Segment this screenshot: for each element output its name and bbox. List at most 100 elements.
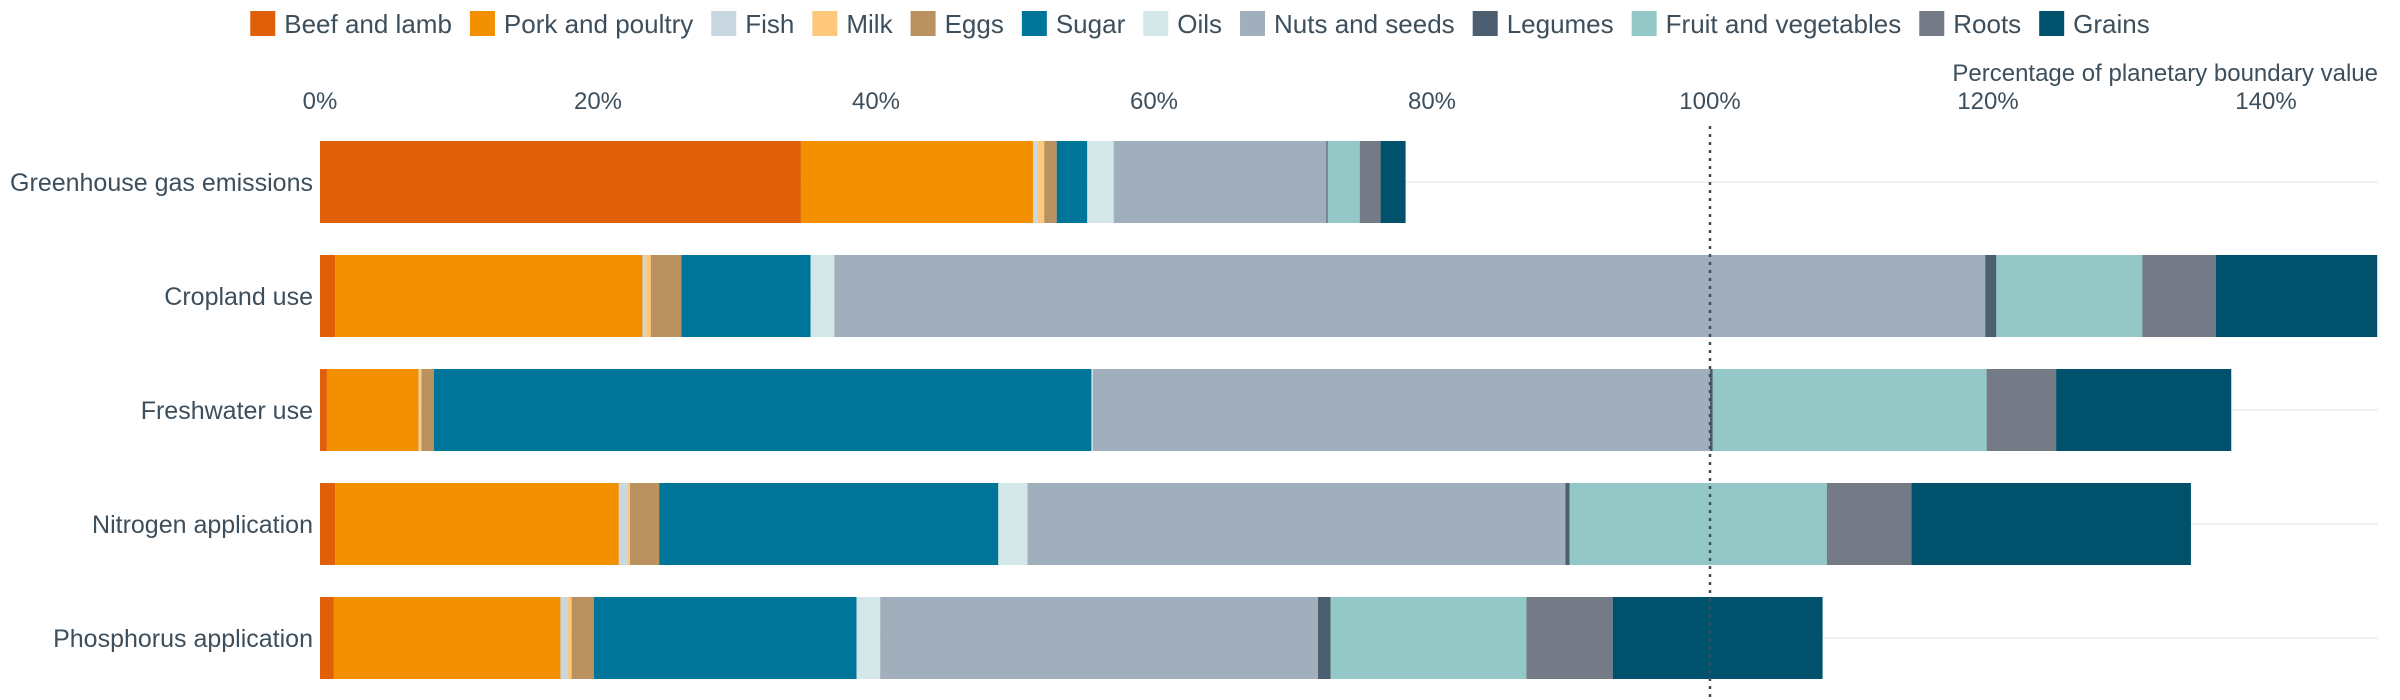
bar-segment-sugar	[681, 255, 811, 337]
legend-item-legumes: Legumes	[1472, 9, 1614, 39]
legend-label-pork-and-poultry: Pork and poultry	[504, 9, 693, 39]
bar-segment-eggs	[421, 369, 434, 451]
legend-swatch-grains	[2039, 11, 2065, 36]
legend-label-legumes: Legumes	[1507, 9, 1614, 39]
bar-row-freshwater-use	[320, 369, 2232, 451]
legend-swatch-pork-and-poultry	[469, 11, 495, 36]
category-label-nitrogen-application: Nitrogen application	[92, 511, 313, 539]
legend-swatch-sugar	[1021, 11, 1047, 36]
legend-label-eggs: Eggs	[945, 9, 1004, 39]
bar-segment-oils	[998, 483, 1028, 565]
legend-label-fish: Fish	[745, 9, 794, 39]
bar-segment-nuts-and-seeds	[1092, 369, 1710, 451]
legend-swatch-eggs	[910, 11, 936, 36]
legend-label-nuts-and-seeds: Nuts and seeds	[1274, 9, 1455, 39]
bar-segment-eggs	[571, 597, 594, 679]
bar-segment-fruit-and-vegetables	[1327, 141, 1360, 223]
legend-item-grains: Grains	[2039, 9, 2150, 39]
bar-segment-milk	[1037, 141, 1045, 223]
bar-segment-eggs	[1044, 141, 1057, 223]
bar-segment-roots	[1359, 141, 1381, 223]
bar-segment-beef-and-lamb	[320, 255, 336, 337]
bar-segment-legumes	[1985, 255, 1997, 337]
legend-swatch-beef-and-lamb	[250, 11, 276, 36]
bar-segment-roots	[2142, 255, 2216, 337]
bar-segment-legumes	[1710, 369, 1713, 451]
legend-item-milk: Milk	[812, 9, 894, 39]
bar-segment-roots	[1986, 369, 2057, 451]
bar-segment-grains	[2215, 255, 2378, 337]
bar-segment-milk	[420, 369, 422, 451]
legend-item-eggs: Eggs	[910, 9, 1004, 39]
legend-label-beef-and-lamb: Beef and lamb	[284, 9, 452, 39]
bar-segment-oils	[1087, 141, 1114, 223]
legend-label-oils: Oils	[1177, 9, 1222, 39]
bar-segment-oils	[1091, 369, 1093, 451]
bar-segment-nuts-and-seeds	[1027, 483, 1566, 565]
bars	[320, 141, 2378, 679]
bar-segment-nuts-and-seeds	[880, 597, 1319, 679]
legend-item-roots: Roots	[1919, 9, 2021, 39]
legend-label-grains: Grains	[2073, 9, 2150, 39]
bar-segment-roots	[1526, 597, 1613, 679]
bar-segment-legumes	[1565, 483, 1570, 565]
bar-segment-eggs	[629, 483, 660, 565]
legend-item-oils: Oils	[1143, 9, 1222, 39]
bar-segment-milk	[567, 597, 572, 679]
x-tick-label: 140%	[2235, 88, 2296, 115]
legend-swatch-oils	[1143, 11, 1169, 36]
x-tick-label: 20%	[574, 88, 622, 115]
legend: Beef and lamb Pork and poultry Fish Milk Egg…	[250, 9, 2150, 39]
bar-row-nitrogen-application	[320, 483, 2191, 565]
x-tick-label: 40%	[852, 88, 900, 115]
bar-segment-fruit-and-vegetables	[1996, 255, 2143, 337]
legend-item-beef-and-lamb: Beef and lamb	[250, 9, 452, 39]
bar-segment-eggs	[650, 255, 682, 337]
x-axis-ticks: 0% 20% 40% 60% 80% 100% 120% 140%	[303, 88, 2297, 115]
bar-segment-sugar	[1056, 141, 1088, 223]
x-tick-label: 60%	[1130, 88, 1178, 115]
bar-segment-grains	[1911, 483, 2191, 565]
bar-segment-roots	[1826, 483, 1912, 565]
bar-segment-beef-and-lamb	[320, 483, 336, 565]
bar-segment-milk	[645, 255, 651, 337]
legend-label-roots: Roots	[1953, 9, 2021, 39]
x-tick-label: 120%	[1957, 88, 2018, 115]
bar-segment-sugar	[433, 369, 1092, 451]
bar-segment-grains	[1612, 597, 1823, 679]
bar-segment-nuts-and-seeds	[1113, 141, 1327, 223]
bar-segment-grains	[2056, 369, 2232, 451]
legend-swatch-fruit-and-vegetables	[1631, 11, 1657, 36]
bar-segment-milk	[627, 483, 630, 565]
bar-segment-beef-and-lamb	[320, 369, 327, 451]
legend-item-fruit-and-vegetables: Fruit and vegetables	[1631, 9, 1902, 39]
x-tick-label: 0%	[303, 88, 338, 115]
legend-label-milk: Milk	[846, 9, 893, 39]
bar-segment-pork-and-poultry	[326, 369, 419, 451]
x-tick-label: 100%	[1679, 88, 1740, 115]
bar-segment-pork-and-poultry	[335, 255, 643, 337]
legend-swatch-legumes	[1472, 11, 1498, 36]
bar-segment-grains	[1380, 141, 1406, 223]
x-tick-label: 80%	[1408, 88, 1456, 115]
bar-segment-fruit-and-vegetables	[1569, 483, 1827, 565]
legend-item-pork-and-poultry: Pork and poultry	[469, 9, 693, 39]
bar-segment-legumes	[1326, 141, 1328, 223]
legend-swatch-milk	[812, 11, 838, 36]
bar-segment-sugar	[659, 483, 999, 565]
bar-segment-oils	[856, 597, 881, 679]
bar-segment-oils	[810, 255, 835, 337]
bar-row-cropland-use	[320, 255, 2378, 337]
legend-item-nuts-and-seeds: Nuts and seeds	[1240, 9, 1455, 39]
bar-segment-nuts-and-seeds	[834, 255, 1986, 337]
legend-item-fish: Fish	[711, 9, 794, 39]
legend-item-sugar: Sugar	[1021, 9, 1126, 39]
bar-segment-beef-and-lamb	[320, 141, 801, 223]
legend-label-fruit-and-vegetables: Fruit and vegetables	[1666, 9, 1902, 39]
legend-swatch-roots	[1919, 11, 1945, 36]
category-labels: Greenhouse gas emissions Cropland use Fres…	[10, 169, 313, 653]
bar-segment-fish	[618, 483, 628, 565]
bar-segment-pork-and-poultry	[333, 597, 561, 679]
bar-segment-fruit-and-vegetables	[1712, 369, 1987, 451]
